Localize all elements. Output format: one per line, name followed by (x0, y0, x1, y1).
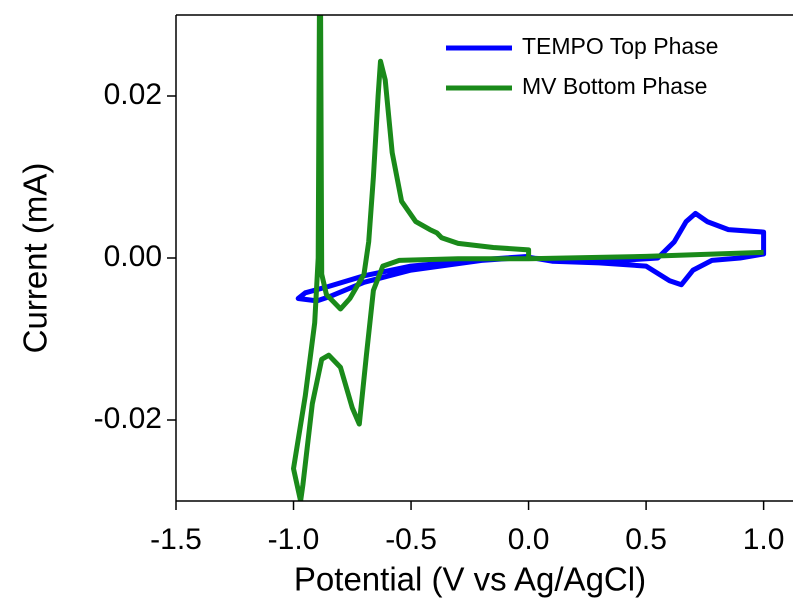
x-tick-label: -1.0 (268, 523, 320, 556)
plot-area (291, 15, 767, 501)
y-tick-label: -0.02 (94, 402, 162, 435)
x-axis-title: Potential (V vs Ag/AgCl) (294, 561, 646, 598)
legend-label: MV Bottom Phase (522, 73, 707, 99)
x-tick-label: 0.5 (625, 523, 667, 556)
data-line (295, 210, 767, 304)
y-tick-label: 0.00 (104, 240, 162, 273)
data-line (291, 15, 764, 501)
x-tick-label: -1.5 (150, 523, 202, 556)
y-tick-label: 0.02 (104, 78, 162, 111)
x-tick-label: 1.0 (743, 523, 785, 556)
x-tick-label: -0.5 (385, 523, 437, 556)
x-tick-label: 0.0 (508, 523, 550, 556)
legend-label: TEMPO Top Phase (522, 33, 718, 59)
y-axis-title: Current (mA) (17, 163, 54, 354)
